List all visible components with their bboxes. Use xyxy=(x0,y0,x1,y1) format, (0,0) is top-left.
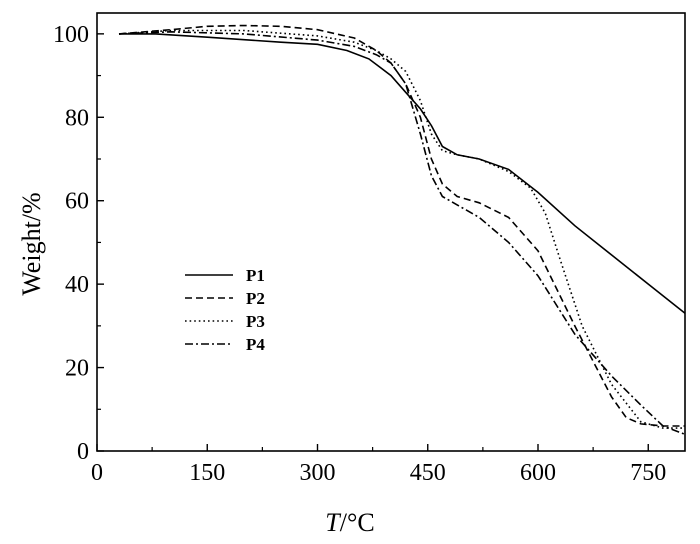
x-tick-label: 600 xyxy=(520,460,556,486)
y-tick-label: 40 xyxy=(65,272,89,298)
y-axis-title: Weight/% xyxy=(17,192,46,295)
x-axis-title-unit: /°C xyxy=(340,508,375,537)
legend: P1 P2 P3 P4 xyxy=(185,266,265,354)
legend-label-p4: P4 xyxy=(246,335,265,354)
x-tick-label: 150 xyxy=(189,460,225,486)
y-tick-label: 20 xyxy=(65,356,89,382)
x-tick-label: 0 xyxy=(91,460,103,486)
legend-label-p2: P2 xyxy=(246,289,265,308)
x-axis-title: T/°C xyxy=(325,508,374,537)
series-line-p2 xyxy=(118,24,685,427)
series-line-p3 xyxy=(118,29,685,429)
x-tick-label: 750 xyxy=(630,460,666,486)
plot-frame xyxy=(96,12,686,452)
y-tick-label: 0 xyxy=(77,439,89,465)
y-tick-label: 80 xyxy=(65,105,89,131)
series-line-p1 xyxy=(119,33,686,314)
y-tick-label: 100 xyxy=(53,22,89,48)
y-tick-label: 60 xyxy=(65,189,89,215)
axis-layer: 0 150 300 450 600 750 0 20 40 60 80 100 xyxy=(53,22,666,486)
legend-label-p1: P1 xyxy=(246,266,265,285)
legend-label-p3: P3 xyxy=(246,312,265,331)
x-tick-label: 300 xyxy=(300,460,336,486)
x-tick-label: 450 xyxy=(410,460,446,486)
x-axis-title-variable: T xyxy=(325,508,341,537)
series-line-p4 xyxy=(118,30,686,436)
series-layer xyxy=(118,24,686,436)
